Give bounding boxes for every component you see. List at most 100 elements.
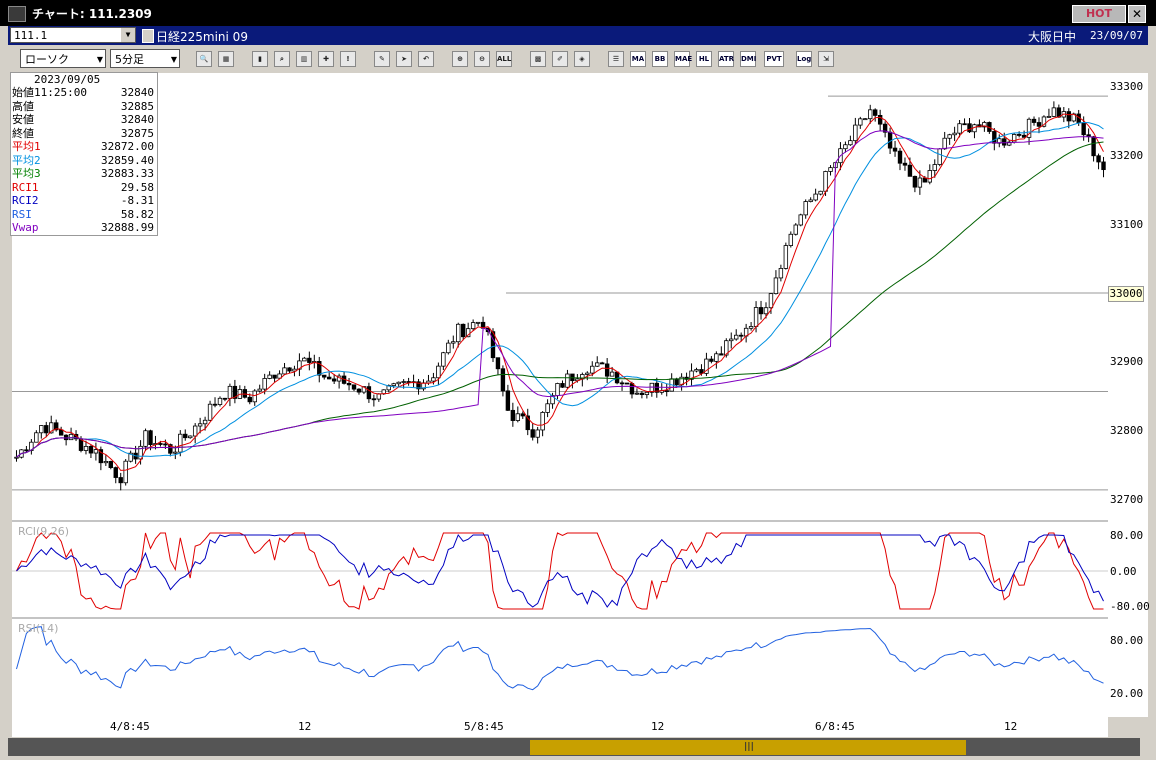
ohlc-row: RSI 58.82 (12, 208, 156, 221)
candle-body (108, 461, 113, 469)
candle-body (545, 403, 550, 413)
price-axis (1108, 73, 1148, 717)
symbol-input[interactable]: 111.1 ▼ (10, 27, 136, 43)
warning-icon[interactable]: ! (340, 51, 356, 67)
layout-icon[interactable]: ▦ (218, 51, 234, 67)
candle-icon[interactable]: ▮ (252, 51, 268, 67)
ohlc-label: Vwap (12, 221, 39, 234)
time-tick: 6/8:45 (815, 720, 855, 733)
candle-body (709, 358, 714, 362)
candle-body (510, 409, 516, 421)
candle-body (962, 123, 967, 126)
rsi-line (16, 626, 1104, 691)
candle-body (793, 224, 798, 235)
rsi-panel-label: RSI(14) (18, 622, 59, 635)
candle-body (317, 361, 322, 376)
pen-icon[interactable]: ✎ (374, 51, 390, 67)
ohlc-label: 平均2 (12, 153, 41, 167)
candle-body (1096, 155, 1101, 163)
candle-body (734, 334, 739, 340)
zoom-icon[interactable]: 🔍 (196, 51, 212, 67)
all-icon[interactable]: ALL (496, 51, 512, 67)
undo-icon[interactable]: ↶ (418, 51, 434, 67)
ohlc-row: 安値 32840 (12, 113, 156, 126)
cursor-icon[interactable]: ➤ (396, 51, 412, 67)
ohlc-label: RCI2 (12, 194, 39, 207)
ohlc-data-box: 2023/09/05 11:25:00 始値 32840 高値 32885 安値 3284… (10, 72, 158, 236)
candle-body (823, 171, 828, 192)
candle-body (927, 170, 932, 183)
candle-body (902, 162, 908, 166)
export-icon[interactable]: ⇲ (818, 51, 834, 67)
candle-body (813, 193, 818, 201)
zoom-in-icon[interactable]: ⊕ (452, 51, 468, 67)
interval-select[interactable]: 5分足 ▼ (110, 49, 180, 68)
candle-body (1091, 136, 1096, 157)
candle-body (436, 365, 441, 379)
ohlc-row: RCI2 -8.31 (12, 194, 156, 207)
candle-body (217, 397, 223, 405)
candle-body (188, 435, 193, 439)
ma3-line (16, 141, 1104, 458)
tool-icon[interactable]: ✐ (552, 51, 568, 67)
candle-body (595, 362, 600, 367)
candle-body (768, 293, 774, 309)
candle-body (138, 445, 143, 460)
dmi-button[interactable]: DMI (740, 51, 756, 67)
log-button[interactable]: Log (796, 51, 812, 67)
candle-body (247, 396, 252, 403)
list-icon[interactable]: ☰ (608, 51, 624, 67)
candle-body (604, 363, 610, 377)
price-tick: 33300 (1110, 80, 1144, 93)
candle-body (391, 383, 396, 386)
candle-body (788, 233, 794, 246)
color-icon[interactable]: ◈ (574, 51, 590, 67)
grid-icon[interactable]: ▩ (530, 51, 546, 67)
compare-icon[interactable]: ✚ (318, 51, 334, 67)
ohlc-row: Vwap 32888.99 (12, 221, 156, 234)
zoom-out-icon[interactable]: ⊖ (474, 51, 490, 67)
candle-body (83, 445, 89, 451)
time-axis (12, 717, 1108, 737)
document-icon (142, 29, 154, 43)
chart-type-select[interactable]: ローソク ▼ (20, 49, 106, 68)
rsi-tick: 20.00 (1110, 687, 1144, 700)
candle-body (173, 451, 178, 454)
candle-body (922, 177, 928, 183)
candle-body (500, 368, 506, 392)
hl-button[interactable]: HL (696, 51, 712, 67)
candle-body (490, 331, 496, 359)
candle-body (624, 382, 630, 385)
close-button[interactable]: ✕ (1128, 5, 1146, 23)
vwap-line (16, 130, 1104, 458)
candle-body (997, 138, 1002, 144)
chart-area[interactable] (12, 73, 1108, 717)
scrollbar-thumb[interactable]: ||| (530, 740, 966, 755)
pvt-button[interactable]: PVT (764, 51, 784, 67)
ma-button[interactable]: MA (630, 51, 646, 67)
candle-body (371, 398, 377, 401)
search-icon[interactable]: ⌕ (274, 51, 290, 67)
candle-body (53, 422, 59, 431)
chevron-down-icon[interactable]: ▼ (121, 28, 135, 42)
info-bar: 111.1 ▼ 日経225mini 09 大阪日中 23/09/07 (8, 26, 1148, 45)
bars-icon[interactable]: ▥ (296, 51, 312, 67)
atr-button[interactable]: ATR (718, 51, 734, 67)
candle-body (277, 373, 282, 379)
hot-button[interactable]: HOT (1072, 5, 1126, 23)
candle-body (252, 390, 257, 403)
chevron-down-icon: ▼ (170, 55, 177, 64)
ohlc-row: 平均1 32872.00 (12, 140, 156, 153)
rci2-line (16, 534, 1104, 608)
candle-body (783, 245, 789, 269)
candle-body (818, 190, 823, 195)
mae-button[interactable]: MAE (674, 51, 692, 67)
ma2-line (16, 121, 1104, 458)
candle-body (1101, 161, 1106, 171)
candle-body (1046, 115, 1052, 118)
candle-body (232, 385, 238, 399)
candle-body (798, 214, 803, 226)
candle-body (257, 388, 262, 392)
bb-button[interactable]: BB (652, 51, 668, 67)
